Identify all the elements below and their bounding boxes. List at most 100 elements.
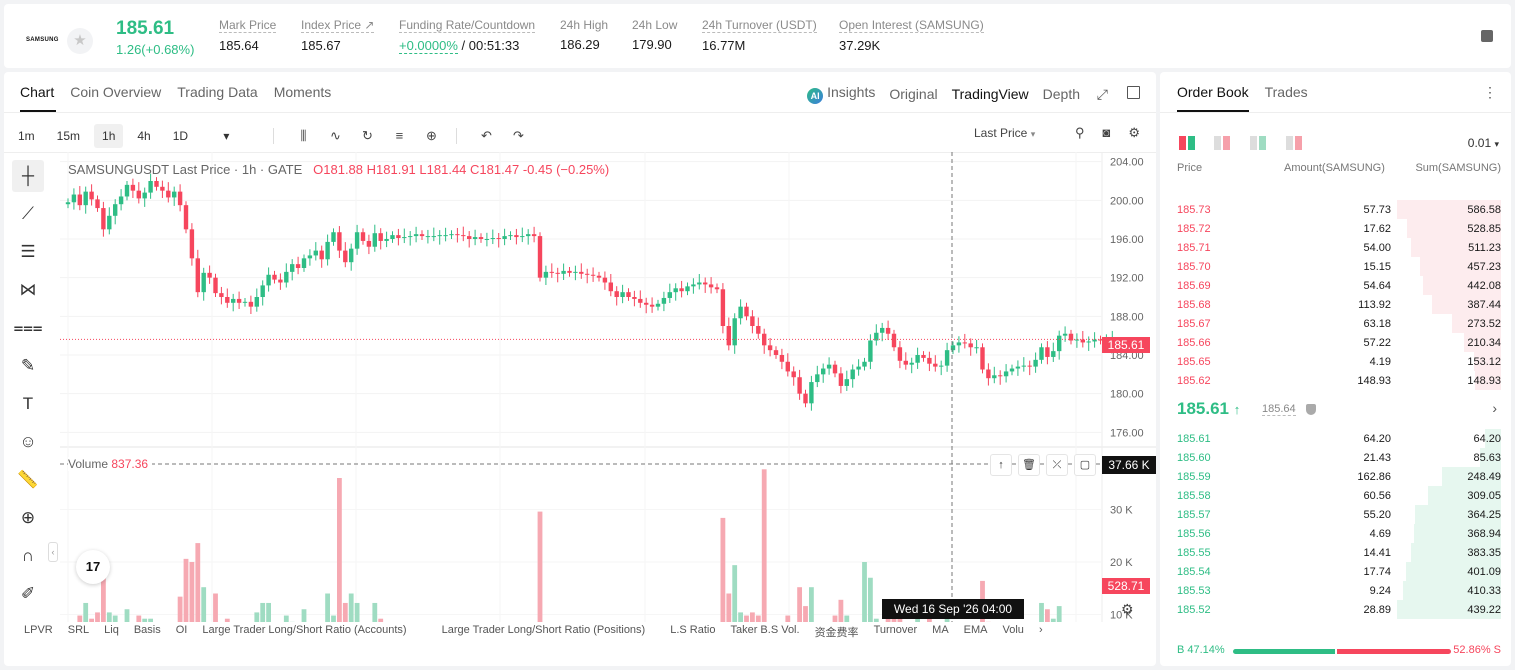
interval-1m[interactable]: 1m <box>18 129 35 143</box>
candle <box>254 297 259 307</box>
indicator-turnover[interactable]: Turnover <box>873 624 918 636</box>
search-icon[interactable]: ⚲ <box>1074 125 1085 140</box>
pencil-icon[interactable]: ✐ <box>20 584 36 603</box>
tab-coin-overview[interactable]: Coin Overview <box>70 84 162 100</box>
interval-1d[interactable]: 1D ▾ <box>172 129 230 143</box>
divider <box>4 112 1156 113</box>
bid-row[interactable]: 185.57 55.20 364.25 <box>1160 505 1511 524</box>
insights-button[interactable]: AI Insights <box>807 84 875 104</box>
bid-row[interactable]: 185.59 162.86 248.49 <box>1160 467 1511 486</box>
view-ticks-icon[interactable] <box>1286 136 1302 150</box>
ask-row[interactable]: 185.73 57.73 586.58 <box>1160 200 1511 219</box>
candle <box>832 364 838 374</box>
interval-4h[interactable]: 4h <box>137 129 151 143</box>
interval-15m[interactable]: 15m <box>56 129 81 143</box>
book-icon[interactable] <box>1481 30 1493 42</box>
replay-icon[interactable]: ↻ <box>362 128 373 143</box>
indicator-ls-ratio[interactable]: L.S Ratio <box>670 624 716 636</box>
indicator-volume[interactable]: Volu <box>1002 624 1024 636</box>
bid-row[interactable]: 185.53 9.24 410.33 <box>1160 581 1511 600</box>
ask-row[interactable]: 185.65 4.19 153.12 <box>1160 352 1511 371</box>
settings-icon[interactable]: ⚙ <box>1121 601 1134 617</box>
chevron-right-icon[interactable]: › <box>1492 400 1497 416</box>
bid-row[interactable]: 185.52 28.89 439.22 <box>1160 600 1511 619</box>
indicator-bar: LPVR SRL Liq Basis OI Large Trader Long/… <box>24 624 1058 640</box>
candle <box>396 235 401 239</box>
ask-row[interactable]: 185.72 17.62 528.85 <box>1160 219 1511 238</box>
trend-line-icon[interactable]: ⟋ <box>22 204 34 223</box>
ask-row[interactable]: 185.62 148.93 148.93 <box>1160 371 1511 390</box>
favorite-star-icon[interactable]: ★ <box>67 28 93 54</box>
precision-select[interactable]: 0.01 ▾ <box>1467 136 1499 150</box>
collapse-icon[interactable]: ⤫ <box>1046 454 1068 476</box>
ask-row[interactable]: 185.69 54.64 442.08 <box>1160 276 1511 295</box>
gear-icon[interactable]: ⚙ <box>1128 125 1140 140</box>
delete-icon[interactable]: 🗑 <box>1018 454 1040 476</box>
add-alert-icon[interactable]: ⊕ <box>426 128 437 143</box>
candle-type-icon[interactable]: ⫼ <box>300 128 307 143</box>
index-price-stat[interactable]: Index Price ↗ 185.67 <box>301 18 375 53</box>
chevron-left-icon[interactable]: ‹ <box>48 542 58 562</box>
expand-icon[interactable]: ⤢ <box>1096 86 1108 102</box>
magnet-icon[interactable]: ∩ <box>21 546 35 565</box>
zoom-in-icon[interactable]: ⊕ <box>20 508 36 527</box>
redo-icon[interactable]: ↷ <box>513 128 524 143</box>
tab-original[interactable]: Original <box>889 86 938 102</box>
horizontal-lines-icon[interactable]: ☰ <box>20 242 36 261</box>
crosshair-icon[interactable]: ┼ <box>12 160 44 192</box>
tab-chart[interactable]: Chart <box>20 84 55 100</box>
indicator-icon[interactable]: ∿ <box>330 128 341 143</box>
bid-row[interactable]: 185.60 21.43 85.63 <box>1160 448 1511 467</box>
tab-trading-data[interactable]: Trading Data <box>177 84 258 100</box>
indicator-ema[interactable]: EMA <box>963 624 988 636</box>
ask-row[interactable]: 185.71 54.00 511.23 <box>1160 238 1511 257</box>
indicator-oi[interactable]: OI <box>175 624 188 636</box>
price-chart[interactable]: 204.00 200.00 196.00 192.00 188.00 184.00 180.… <box>60 152 1156 622</box>
move-up-icon[interactable]: ↑ <box>990 454 1012 476</box>
indicator-taker-vol[interactable]: Taker B.S Vol. <box>730 624 800 636</box>
camera-icon[interactable]: ◙ <box>1102 125 1111 140</box>
pattern-icon[interactable]: ⋈ <box>19 280 37 299</box>
ask-row[interactable]: 185.67 63.18 273.52 <box>1160 314 1511 333</box>
view-both-icon[interactable] <box>1179 136 1195 150</box>
more-icon[interactable]: ⋮ <box>1483 84 1497 100</box>
undo-icon[interactable]: ↶ <box>481 128 492 143</box>
ask-row[interactable]: 185.70 15.15 457.23 <box>1160 257 1511 276</box>
candle <box>838 373 844 386</box>
indicator-liq[interactable]: Liq <box>104 624 119 636</box>
bid-row[interactable]: 185.55 14.41 383.35 <box>1160 543 1511 562</box>
view-bids-icon[interactable] <box>1250 136 1266 150</box>
tab-moments[interactable]: Moments <box>273 84 332 100</box>
window-icon[interactable] <box>1127 86 1140 99</box>
indicator-ma[interactable]: MA <box>932 624 949 636</box>
brush-icon[interactable]: ✎ <box>20 356 36 375</box>
text-icon[interactable]: T <box>22 394 34 413</box>
bid-row[interactable]: 185.54 17.74 401.09 <box>1160 562 1511 581</box>
candle <box>543 271 549 278</box>
tab-tradingview[interactable]: TradingView <box>951 86 1029 102</box>
bid-row[interactable]: 185.58 60.56 309.05 <box>1160 486 1511 505</box>
tab-depth[interactable]: Depth <box>1042 86 1080 102</box>
indicator-basis[interactable]: Basis <box>133 624 161 636</box>
ask-row[interactable]: 185.68 113.92 387.44 <box>1160 295 1511 314</box>
indicator-lpvr[interactable]: LPVR <box>24 624 53 636</box>
bid-row[interactable]: 185.61 64.20 64.20 <box>1160 429 1511 448</box>
indicator-ls-accounts[interactable]: Large Trader Long/Short Ratio (Accounts) <box>202 624 407 636</box>
template-icon[interactable]: ≡ <box>395 128 404 143</box>
ruler-icon[interactable]: 📏 <box>17 470 39 489</box>
tab-order-book[interactable]: Order Book <box>1177 84 1249 100</box>
price-type-select[interactable]: Last Price ▾ <box>974 126 1036 140</box>
bid-row[interactable]: 185.56 4.69 368.94 <box>1160 524 1511 543</box>
tradingview-logo[interactable]: 17 <box>76 550 110 584</box>
tab-trades[interactable]: Trades <box>1264 84 1308 100</box>
chevron-right-icon[interactable]: › <box>1038 624 1043 636</box>
view-asks-icon[interactable] <box>1214 136 1230 150</box>
fib-icon[interactable]: ⩶ <box>13 318 43 337</box>
interval-1h[interactable]: 1h <box>94 124 124 148</box>
indicator-ls-positions[interactable]: Large Trader Long/Short Ratio (Positions… <box>441 624 646 636</box>
maximize-pane-icon[interactable]: ▢ <box>1074 454 1096 476</box>
indicator-funding[interactable]: 资金费率 <box>814 627 859 639</box>
emoji-icon[interactable]: ☺ <box>19 432 37 451</box>
ask-row[interactable]: 185.66 57.22 210.34 <box>1160 333 1511 352</box>
indicator-srl[interactable]: SRL <box>67 624 90 636</box>
